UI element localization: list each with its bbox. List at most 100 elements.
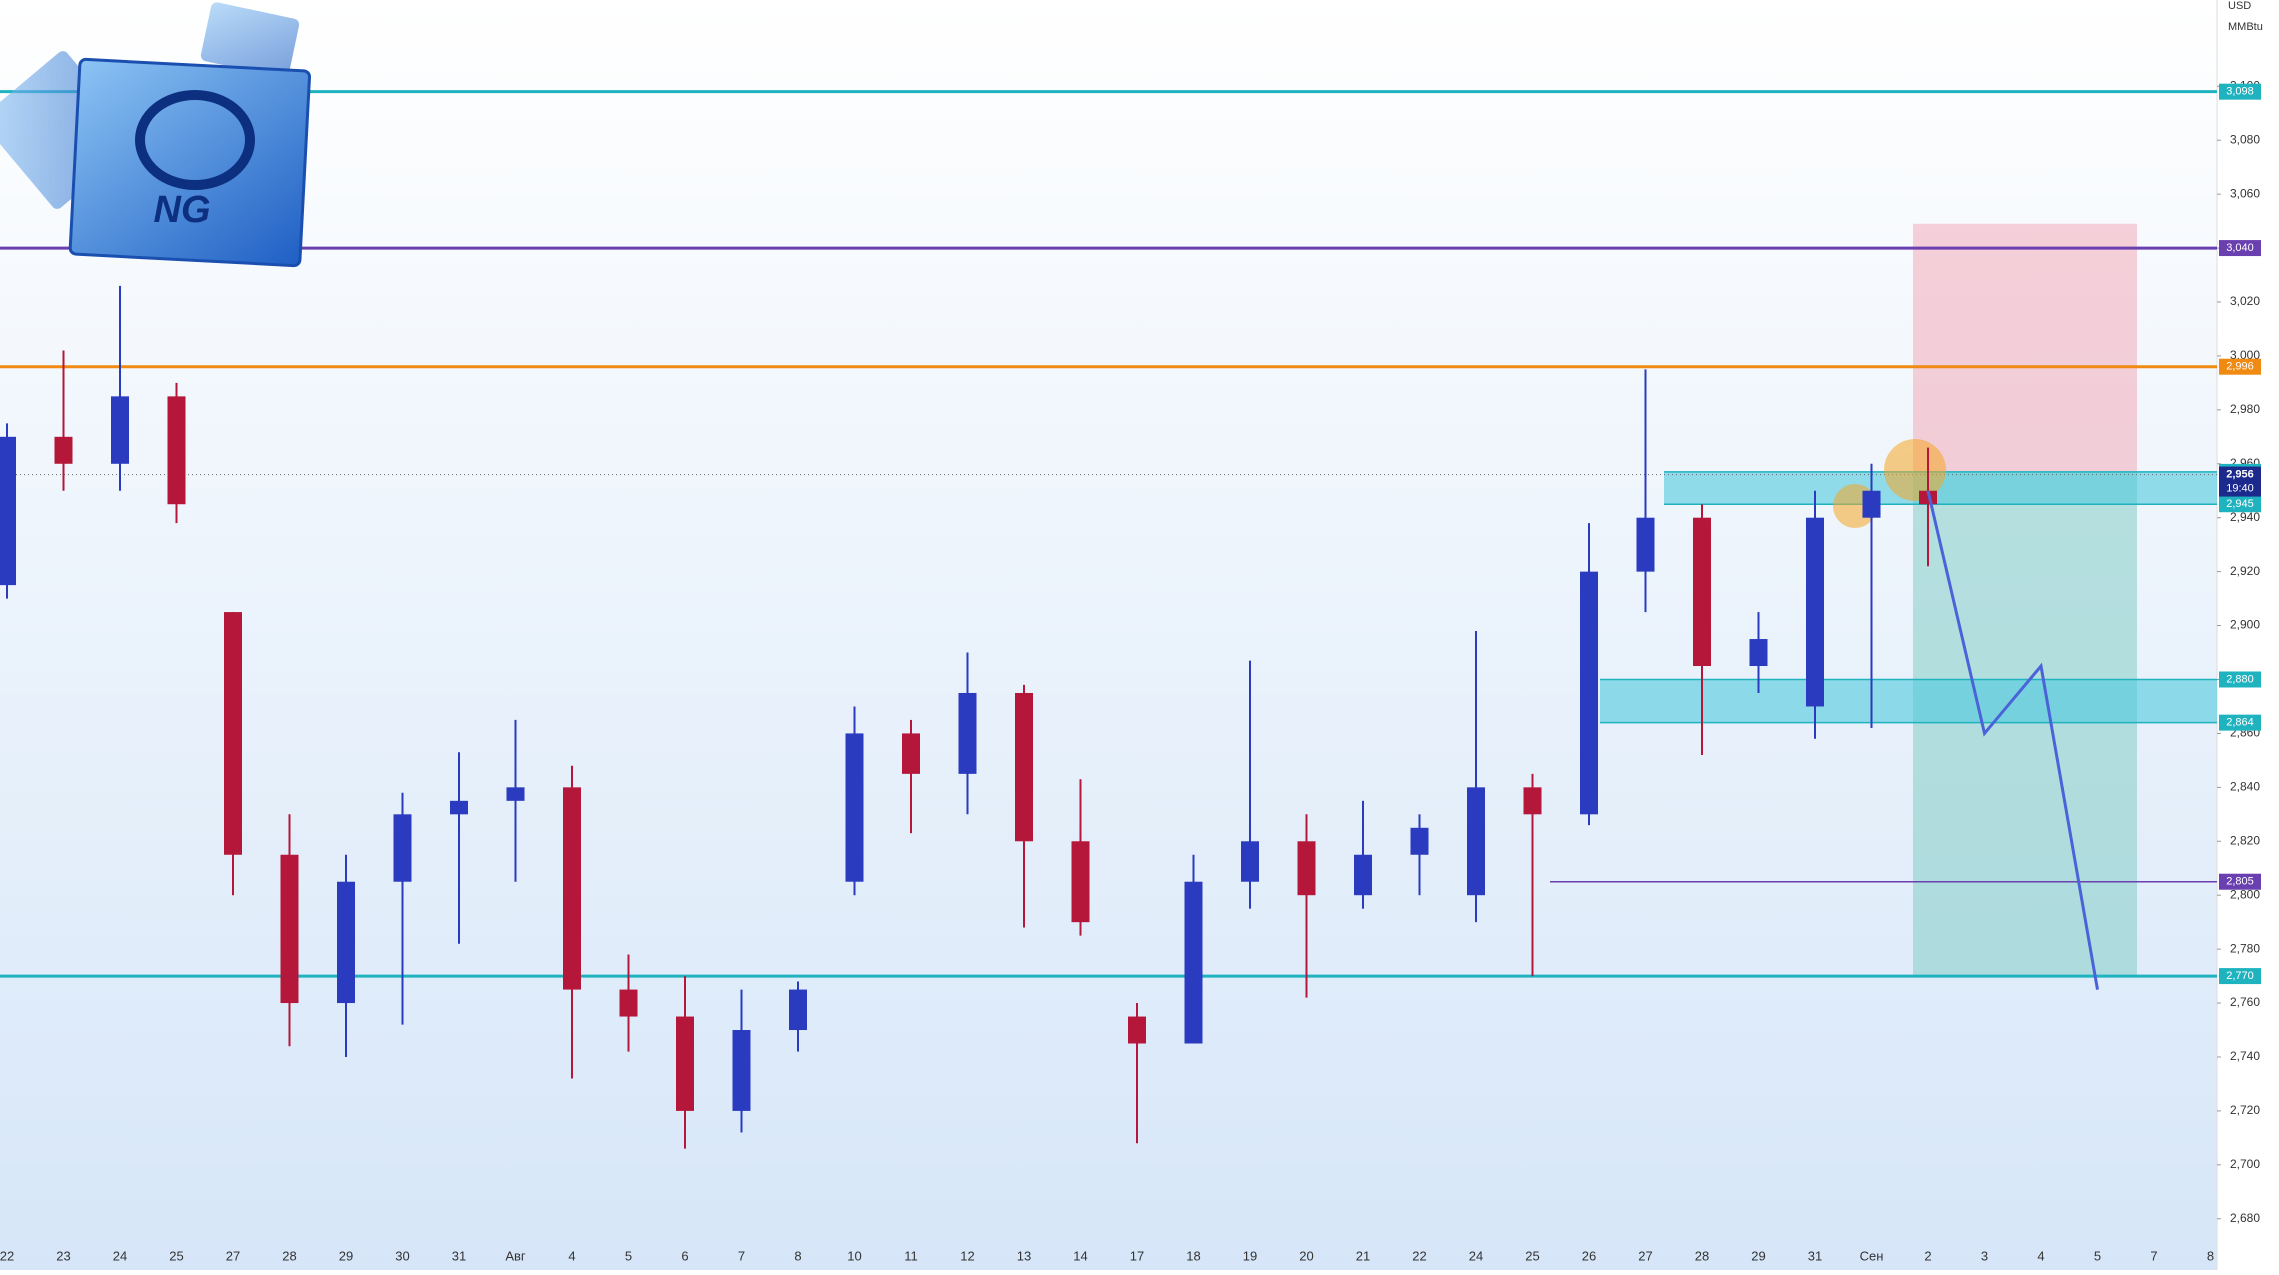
candle-body <box>1693 517 1711 667</box>
y-tick-label: 2,900 <box>2230 618 2260 632</box>
x-tick-label: 21 <box>1356 1248 1370 1263</box>
candle-body <box>167 396 186 505</box>
level-label: 3,098 <box>2226 86 2254 98</box>
candle-body <box>280 854 299 1004</box>
candle-body <box>1015 692 1033 842</box>
y-tick-label: 2,840 <box>2230 780 2260 794</box>
plot: 2,680 2,700 2,720 2,740 2,760 2,780 2,800 2,820… <box>0 78 2261 1263</box>
y-tick-label: 2,720 <box>2230 1103 2260 1117</box>
candle-body <box>1523 787 1542 815</box>
candle-body <box>54 436 73 464</box>
candle-body <box>1354 854 1372 896</box>
highlight <box>1884 439 1946 501</box>
x-tick-label: Сен <box>1860 1248 1884 1263</box>
x-tick-label: 10 <box>847 1248 861 1263</box>
y-tick-label: 2,980 <box>2230 402 2260 416</box>
candle-body <box>845 733 864 882</box>
logo: NG <box>0 2 312 268</box>
x-tick-label: 28 <box>282 1248 296 1263</box>
x-tick-label: 23 <box>56 1248 70 1263</box>
level-badge <box>2219 496 2261 513</box>
candle-body <box>337 881 355 1004</box>
candle-body <box>1184 881 1203 1044</box>
x-tick-label: 6 <box>681 1248 688 1263</box>
candle-body <box>958 692 977 774</box>
x-tick-label: 3 <box>1981 1248 1988 1263</box>
x-tick-label: 29 <box>1751 1248 1765 1263</box>
y-tick-label: 2,700 <box>2230 1157 2260 1171</box>
level-badge <box>2219 873 2261 890</box>
y-tick-label: 3,000 <box>2230 348 2260 362</box>
candle-body <box>1580 571 1598 815</box>
candle-body <box>563 787 581 990</box>
candle-body <box>0 436 16 586</box>
candle-body <box>1636 517 1655 572</box>
currency: USD <box>2228 0 2251 12</box>
x-tick-label: 12 <box>960 1248 974 1263</box>
x-tick-label: 27 <box>226 1248 240 1263</box>
projection-line <box>1926 490 2099 990</box>
x-tick-label: 5 <box>2094 1248 2101 1263</box>
level-label: 2,805 <box>2226 876 2254 888</box>
logo-text: NG <box>154 189 211 231</box>
candle-body <box>732 1030 751 1111</box>
y-tick-label: 2,760 <box>2230 995 2260 1009</box>
y-tick-label: 2,800 <box>2230 887 2260 901</box>
zone <box>1600 679 2217 723</box>
candle-body <box>1862 490 1881 518</box>
stop-zone <box>1913 223 2137 472</box>
x-tick-label: 4 <box>2037 1248 2044 1263</box>
y-tick-label: 2,740 <box>2230 1049 2260 1063</box>
x-tick-label: 22 <box>0 1248 14 1263</box>
x-tick-label: 29 <box>339 1248 353 1263</box>
x-tick-label: 5 <box>625 1248 632 1263</box>
x-tick-label: 24 <box>1469 1248 1483 1263</box>
level-label: 2,770 <box>2226 970 2254 982</box>
candle-body <box>1749 639 1768 667</box>
price-axis <box>2217 0 2279 1270</box>
x-tick-label: 4 <box>568 1248 575 1263</box>
x-tick-label: 31 <box>1808 1248 1822 1263</box>
y-tick-label: 2,920 <box>2230 564 2260 578</box>
level-badge <box>2219 358 2261 375</box>
y-tick-label: 3,060 <box>2230 186 2260 200</box>
x-tick-label: 25 <box>169 1248 183 1263</box>
x-tick-label: 18 <box>1186 1248 1200 1263</box>
x-tick-label: Авг <box>505 1248 526 1263</box>
x-tick-label: 25 <box>1525 1248 1539 1263</box>
x-tick-label: 28 <box>1695 1248 1709 1263</box>
level-label: 3,040 <box>2226 242 2254 254</box>
x-tick-label: 26 <box>1582 1248 1596 1263</box>
x-tick-label: 30 <box>395 1248 409 1263</box>
candle-body <box>1297 841 1316 896</box>
x-tick-label: 8 <box>2207 1248 2214 1263</box>
level-label: 2,880 <box>2226 673 2254 685</box>
candle-body <box>393 814 412 882</box>
x-tick-label: 24 <box>113 1248 127 1263</box>
candle-body <box>1919 490 1937 505</box>
x-tick-label: 19 <box>1243 1248 1257 1263</box>
candle-body <box>1467 787 1485 896</box>
candle-body <box>1241 841 1259 882</box>
logo-tile <box>200 2 300 78</box>
y-tick-label: 3,080 <box>2230 132 2260 146</box>
candle-body <box>111 396 129 464</box>
x-tick-label: 8 <box>794 1248 801 1263</box>
y-tick-label: 2,680 <box>2230 1211 2260 1225</box>
candle-body <box>902 733 920 774</box>
candle-body <box>506 787 525 801</box>
candle-body <box>1410 827 1429 855</box>
unit: MMBtu <box>2228 21 2263 33</box>
candle-body <box>450 800 468 815</box>
level-badge <box>2219 240 2261 257</box>
x-tick-label: 13 <box>1017 1248 1031 1263</box>
x-tick-label: 7 <box>2150 1248 2157 1263</box>
y-tick-label: 2,820 <box>2230 833 2260 847</box>
level-label: 2,945 <box>2226 498 2254 510</box>
x-tick-label: 17 <box>1130 1248 1144 1263</box>
y-tick-label: 2,780 <box>2230 941 2260 955</box>
candle-body <box>1071 841 1090 923</box>
